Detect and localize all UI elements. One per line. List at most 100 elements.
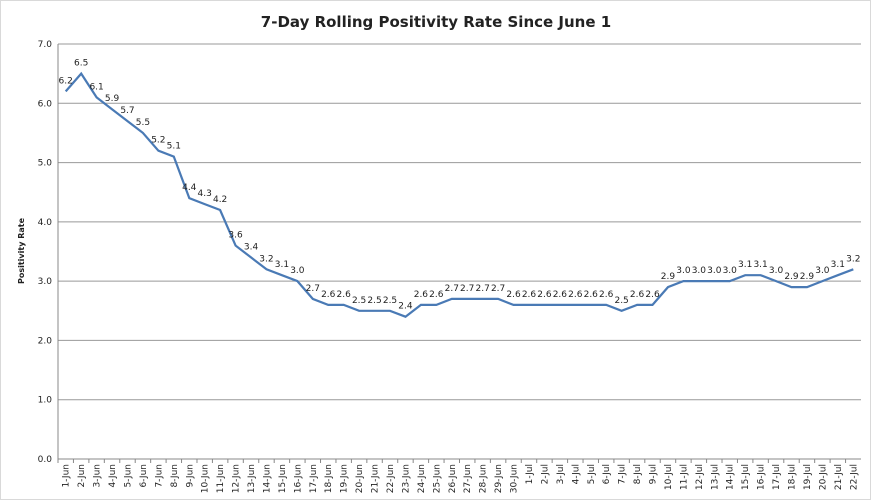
y-tick-label: 7.0 xyxy=(38,40,53,50)
data-label: 3.0 xyxy=(676,266,691,276)
data-label: 5.7 xyxy=(120,106,134,116)
data-label: 2.6 xyxy=(429,290,444,300)
data-label: 2.9 xyxy=(784,272,799,282)
x-tick-label: 3-Jun xyxy=(93,464,103,488)
data-label: 4.3 xyxy=(198,189,212,199)
x-tick-label: 18-Jul xyxy=(788,464,798,490)
data-label: 2.5 xyxy=(383,296,397,306)
x-tick-label: 11-Jul xyxy=(679,464,689,490)
data-label: 2.9 xyxy=(661,272,676,282)
x-tick-label: 20-Jul xyxy=(818,464,828,490)
x-tick-label: 10-Jul xyxy=(664,464,674,490)
data-label: 2.6 xyxy=(645,290,660,300)
data-label: 3.0 xyxy=(290,266,305,276)
x-tick-label: 13-Jun xyxy=(247,464,257,493)
x-tick-label: 10-Jun xyxy=(201,464,211,493)
x-tick-label: 8-Jul xyxy=(633,464,643,484)
data-label: 5.1 xyxy=(167,142,181,152)
series-line xyxy=(64,71,854,318)
data-label: 2.9 xyxy=(800,272,815,282)
data-label: 2.7 xyxy=(460,284,474,294)
y-tick-label: 2.0 xyxy=(38,336,53,346)
x-tick-label: 13-Jul xyxy=(710,464,720,490)
x-tick-label: 25-Jun xyxy=(432,464,442,493)
x-tick-label: 19-Jul xyxy=(803,464,813,490)
x-tick-label: 6-Jul xyxy=(602,464,612,484)
x-tick-label: 12-Jun xyxy=(232,464,242,493)
x-tick-label: 1-Jun xyxy=(62,464,72,488)
data-label: 3.0 xyxy=(769,266,784,276)
data-label: 3.1 xyxy=(275,260,289,270)
x-tick-label: 16-Jul xyxy=(757,464,767,490)
x-tick-label: 28-Jun xyxy=(479,464,489,493)
x-tick-label: 15-Jul xyxy=(741,464,751,490)
data-label: 6.5 xyxy=(74,59,88,69)
x-tick-label: 9-Jun xyxy=(185,464,195,488)
x-tick-label: 22-Jul xyxy=(849,464,859,490)
data-label: 2.6 xyxy=(506,290,521,300)
x-tick-label: 21-Jul xyxy=(834,464,844,490)
data-label: 2.6 xyxy=(522,290,537,300)
x-tick-label: 17-Jun xyxy=(309,464,319,493)
x-tick-label: 7-Jul xyxy=(618,464,628,484)
x-tick-label: 29-Jun xyxy=(494,464,504,493)
x-tick-label: 14-Jun xyxy=(262,464,272,493)
data-label: 2.7 xyxy=(445,284,459,294)
data-label: 5.9 xyxy=(105,94,120,104)
x-tick-label: 1-Jul xyxy=(525,464,535,484)
data-label: 2.7 xyxy=(491,284,505,294)
x-tick-label: 15-Jun xyxy=(278,464,288,493)
x-tick-label: 4-Jul xyxy=(571,464,581,484)
data-label: 2.7 xyxy=(306,284,320,294)
data-label: 5.2 xyxy=(151,136,165,146)
x-tick-label: 21-Jun xyxy=(371,464,381,493)
data-label: 2.6 xyxy=(414,290,429,300)
x-tick-label: 2-Jun xyxy=(77,464,87,488)
data-label: 2.6 xyxy=(321,290,336,300)
data-label: 3.1 xyxy=(753,260,767,270)
x-tick-label: 20-Jun xyxy=(355,464,365,493)
y-tick-label: 1.0 xyxy=(38,396,53,406)
data-label: 3.0 xyxy=(815,266,830,276)
data-label: 2.5 xyxy=(352,296,366,306)
y-axis-label: Positivity Rate xyxy=(17,217,26,284)
x-tick-label: 8-Jun xyxy=(170,464,180,488)
data-label: 2.6 xyxy=(553,290,568,300)
data-label: 4.4 xyxy=(182,183,197,193)
data-label: 3.0 xyxy=(692,266,707,276)
data-label: 2.6 xyxy=(337,290,352,300)
data-label: 2.4 xyxy=(398,302,413,312)
x-tick-label: 23-Jun xyxy=(401,464,411,493)
x-tick-label: 3-Jul xyxy=(556,464,566,484)
data-label: 3.4 xyxy=(244,242,259,252)
data-label: 2.6 xyxy=(537,290,552,300)
y-tick-label: 6.0 xyxy=(38,99,53,109)
x-tick-label: 22-Jun xyxy=(386,464,396,493)
y-tick-label: 5.0 xyxy=(38,159,53,169)
x-tick-label: 11-Jun xyxy=(216,464,226,493)
data-label: 3.2 xyxy=(846,254,860,264)
data-label: 2.6 xyxy=(599,290,614,300)
data-label: 3.1 xyxy=(738,260,752,270)
x-tick-label: 4-Jun xyxy=(108,464,118,488)
x-tick-label: 14-Jul xyxy=(726,464,736,490)
data-label: 5.5 xyxy=(136,118,150,128)
data-label: 2.6 xyxy=(630,290,645,300)
chart-title: 7-Day Rolling Positivity Rate Since June… xyxy=(261,13,611,31)
data-label: 6.1 xyxy=(89,82,103,92)
data-label: 2.7 xyxy=(475,284,489,294)
data-label: 2.6 xyxy=(584,290,599,300)
x-tick-label: 6-Jun xyxy=(139,464,149,488)
x-tick-label: 5-Jun xyxy=(123,464,133,488)
data-label: 3.0 xyxy=(723,266,738,276)
data-label: 2.5 xyxy=(367,296,381,306)
data-label: 3.6 xyxy=(228,231,243,241)
data-label: 6.2 xyxy=(59,76,73,86)
x-tick-label: 16-Jun xyxy=(293,464,303,493)
x-tick-label: 18-Jun xyxy=(324,464,334,493)
data-label: 3.2 xyxy=(259,254,273,264)
y-tick-label: 3.0 xyxy=(38,277,53,287)
x-tick-label: 2-Jul xyxy=(540,464,550,484)
